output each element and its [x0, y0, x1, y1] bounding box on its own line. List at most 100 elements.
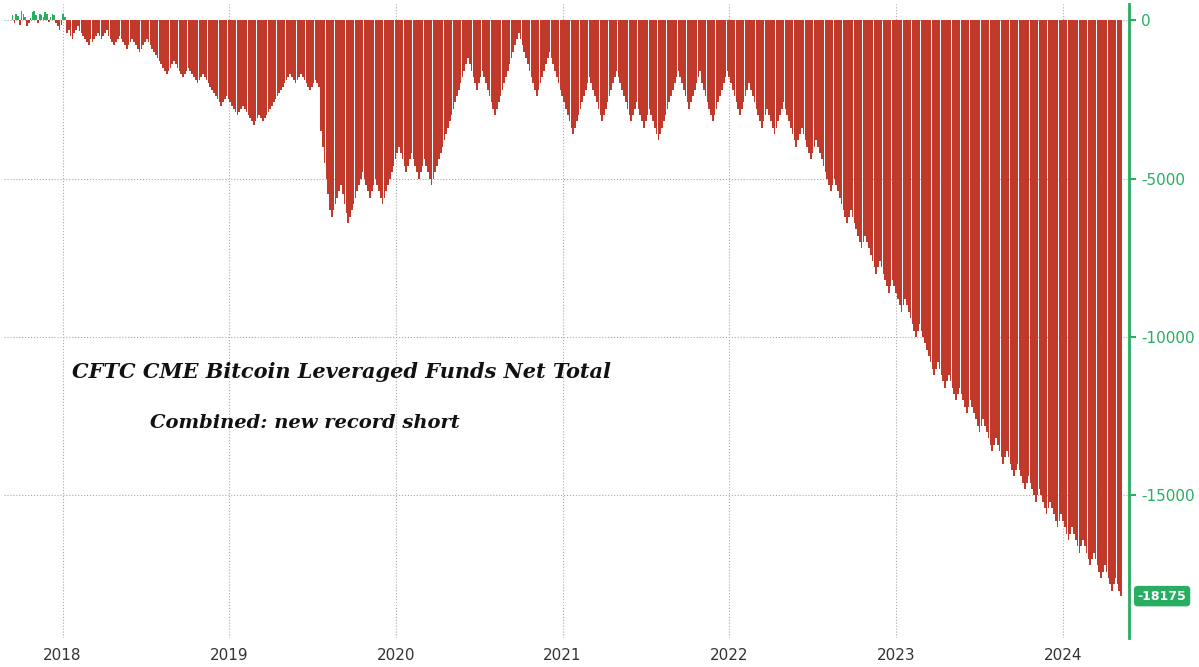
Bar	[12, 15, 13, 20]
Bar	[462, 20, 463, 77]
Bar	[384, 20, 385, 197]
Bar	[1038, 20, 1041, 489]
Bar	[536, 20, 537, 96]
Bar	[193, 20, 194, 77]
Bar	[805, 20, 806, 141]
Bar	[960, 20, 963, 394]
Bar	[607, 20, 608, 103]
Bar	[613, 20, 614, 83]
Bar	[1016, 20, 1017, 470]
Bar	[203, 20, 204, 74]
Bar	[200, 20, 201, 77]
Bar	[970, 20, 971, 400]
Bar	[981, 20, 982, 426]
Bar	[556, 20, 558, 77]
Bar	[751, 20, 752, 90]
Bar	[645, 20, 646, 121]
Bar	[922, 20, 924, 337]
Bar	[505, 20, 507, 77]
Bar	[1008, 20, 1010, 458]
Bar	[132, 20, 133, 39]
Bar	[249, 20, 251, 118]
Bar	[875, 20, 876, 273]
Bar	[546, 20, 547, 65]
Bar	[772, 20, 773, 128]
Bar	[23, 14, 24, 20]
Bar	[314, 20, 317, 80]
Bar	[583, 20, 585, 96]
Bar	[542, 20, 543, 77]
Bar	[971, 20, 974, 407]
Bar	[307, 20, 309, 87]
Bar	[638, 20, 639, 109]
Bar	[721, 20, 723, 90]
Bar	[38, 14, 41, 20]
Bar	[28, 20, 30, 23]
Bar	[58, 20, 59, 27]
Bar	[1037, 20, 1038, 496]
Bar	[83, 20, 84, 36]
Bar	[1105, 20, 1108, 572]
Bar	[327, 20, 329, 194]
Bar	[550, 20, 553, 58]
Bar	[878, 20, 879, 267]
Bar	[698, 20, 699, 77]
Bar	[126, 20, 127, 49]
Bar	[574, 20, 576, 128]
Bar	[434, 20, 436, 172]
Bar	[755, 20, 758, 109]
Bar	[777, 20, 779, 121]
Bar	[511, 20, 512, 58]
Bar	[147, 20, 150, 42]
Bar	[112, 20, 113, 42]
Bar	[836, 20, 837, 185]
Bar	[616, 20, 617, 71]
Bar	[776, 20, 777, 128]
Bar	[974, 20, 975, 413]
Bar	[337, 20, 338, 197]
Bar	[740, 20, 741, 115]
Bar	[302, 20, 303, 77]
Bar	[271, 20, 272, 105]
Text: -18175: -18175	[1138, 590, 1187, 602]
Bar	[617, 20, 620, 77]
Bar	[157, 20, 158, 58]
Bar	[977, 20, 978, 426]
Bar	[458, 20, 459, 90]
Bar	[1119, 20, 1120, 590]
Bar	[687, 20, 688, 103]
Bar	[70, 20, 72, 36]
Bar	[125, 20, 126, 45]
Bar	[665, 20, 667, 115]
Bar	[37, 20, 38, 23]
Bar	[508, 20, 511, 65]
Bar	[910, 20, 911, 318]
Bar	[300, 20, 302, 74]
Bar	[370, 20, 373, 191]
Bar	[673, 20, 674, 90]
Bar	[643, 20, 645, 128]
Bar	[797, 20, 799, 141]
Bar	[988, 20, 989, 438]
Bar	[669, 20, 670, 103]
Bar	[791, 20, 794, 134]
Bar	[565, 20, 567, 109]
Bar	[13, 20, 16, 23]
Bar	[794, 20, 795, 141]
Bar	[652, 20, 653, 121]
Bar	[1020, 20, 1022, 476]
Bar	[213, 20, 215, 93]
Bar	[137, 20, 139, 49]
Bar	[351, 20, 353, 210]
Bar	[815, 20, 817, 141]
Bar	[88, 20, 90, 45]
Bar	[788, 20, 790, 121]
Bar	[169, 20, 171, 67]
Bar	[330, 20, 331, 210]
Bar	[911, 20, 914, 324]
Bar	[478, 20, 480, 83]
Bar	[381, 20, 384, 204]
Bar	[942, 20, 944, 382]
Bar	[472, 20, 474, 77]
Bar	[68, 20, 70, 29]
